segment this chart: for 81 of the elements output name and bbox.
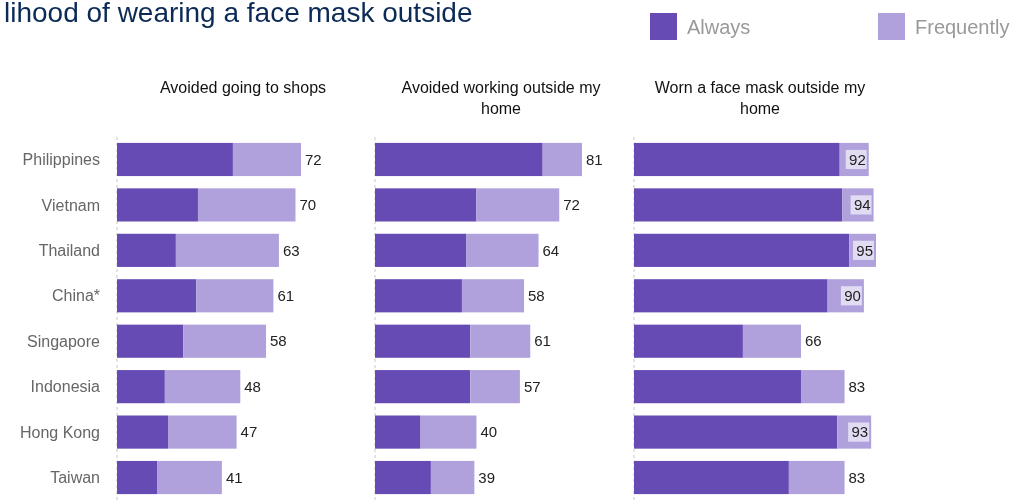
- y-tick-label: Taiwan: [50, 469, 100, 487]
- annotation: 64: [542, 241, 560, 259]
- bar: [375, 460, 431, 495]
- annotation: 61: [534, 332, 551, 350]
- bar: [197, 188, 296, 222]
- bar: [117, 279, 197, 313]
- bar: [117, 370, 165, 404]
- bar: [542, 142, 582, 177]
- bar: [634, 460, 789, 495]
- chart-title: Worn a face mask outside my home: [654, 79, 866, 117]
- annotation: 61: [277, 287, 295, 305]
- bar: [788, 460, 845, 495]
- y-tick-label: Philippines: [22, 151, 100, 169]
- annotation: 47: [240, 423, 258, 441]
- chart-title: Avoided working outside my home: [401, 79, 601, 117]
- bar: [117, 460, 158, 495]
- bar: [157, 460, 222, 495]
- annotation: 92: [849, 150, 866, 168]
- annotation: 83: [848, 377, 866, 395]
- annotation: 48: [244, 377, 261, 395]
- annotation: 66: [804, 332, 822, 350]
- bar: [466, 233, 539, 267]
- text: lihood of wearing a face mask outside: [4, 0, 473, 28]
- bar: [420, 415, 477, 449]
- bar: [375, 279, 462, 313]
- annotation: 40: [480, 423, 498, 441]
- annotation: 72: [305, 150, 322, 168]
- bar: [634, 142, 840, 177]
- y-tick-label: Singapore: [27, 332, 101, 350]
- annotation: 72: [563, 196, 580, 214]
- legend-label: Frequently: [915, 16, 1010, 38]
- bar: [470, 370, 520, 404]
- bar: [117, 233, 176, 267]
- y-tick-label: Thailand: [38, 241, 100, 259]
- annotation: 70: [299, 196, 317, 214]
- bar: [470, 324, 531, 358]
- annotation: 81: [586, 150, 603, 168]
- bar: [375, 142, 543, 177]
- annotation: 39: [478, 468, 496, 486]
- bar: [232, 142, 301, 177]
- bar: [634, 233, 850, 267]
- bar: [375, 415, 421, 449]
- bar: [117, 324, 184, 358]
- bar: [634, 324, 743, 358]
- legend-label: Always: [687, 16, 751, 38]
- bar: [117, 188, 198, 222]
- bar: [634, 415, 838, 449]
- bar: [476, 188, 560, 222]
- bar: [430, 460, 475, 495]
- y-tick-label: China*: [51, 287, 100, 305]
- bar: [175, 233, 279, 267]
- bar: [742, 324, 801, 358]
- bar: [117, 415, 169, 449]
- bar: [196, 279, 274, 313]
- bar: [183, 324, 267, 358]
- annotation: 63: [282, 241, 300, 259]
- bar: [164, 370, 241, 404]
- annotation: 93: [851, 423, 869, 441]
- bar: [800, 370, 845, 404]
- bar: [375, 188, 477, 222]
- bar: [168, 415, 237, 449]
- chart-title: Avoided going to shops: [159, 79, 327, 96]
- annotation: 94: [853, 196, 871, 214]
- y-tick-label: Vietnam: [41, 196, 100, 214]
- bar: [375, 324, 471, 358]
- bar: [375, 233, 467, 267]
- bar: [461, 279, 525, 313]
- annotation: 57: [523, 377, 541, 395]
- annotation: 58: [528, 287, 545, 305]
- y-tick-label: Indonesia: [30, 378, 101, 396]
- bar: [634, 188, 843, 222]
- bar: [375, 370, 471, 404]
- bar: [634, 279, 828, 313]
- annotation: 83: [848, 468, 866, 486]
- bar: [634, 370, 801, 404]
- annotation: 58: [270, 332, 287, 350]
- annotation: 95: [856, 241, 873, 259]
- annotation: 90: [844, 287, 861, 305]
- bar: [117, 142, 233, 177]
- y-tick-label: Hong Kong: [19, 423, 100, 441]
- annotation: 41: [225, 468, 243, 486]
